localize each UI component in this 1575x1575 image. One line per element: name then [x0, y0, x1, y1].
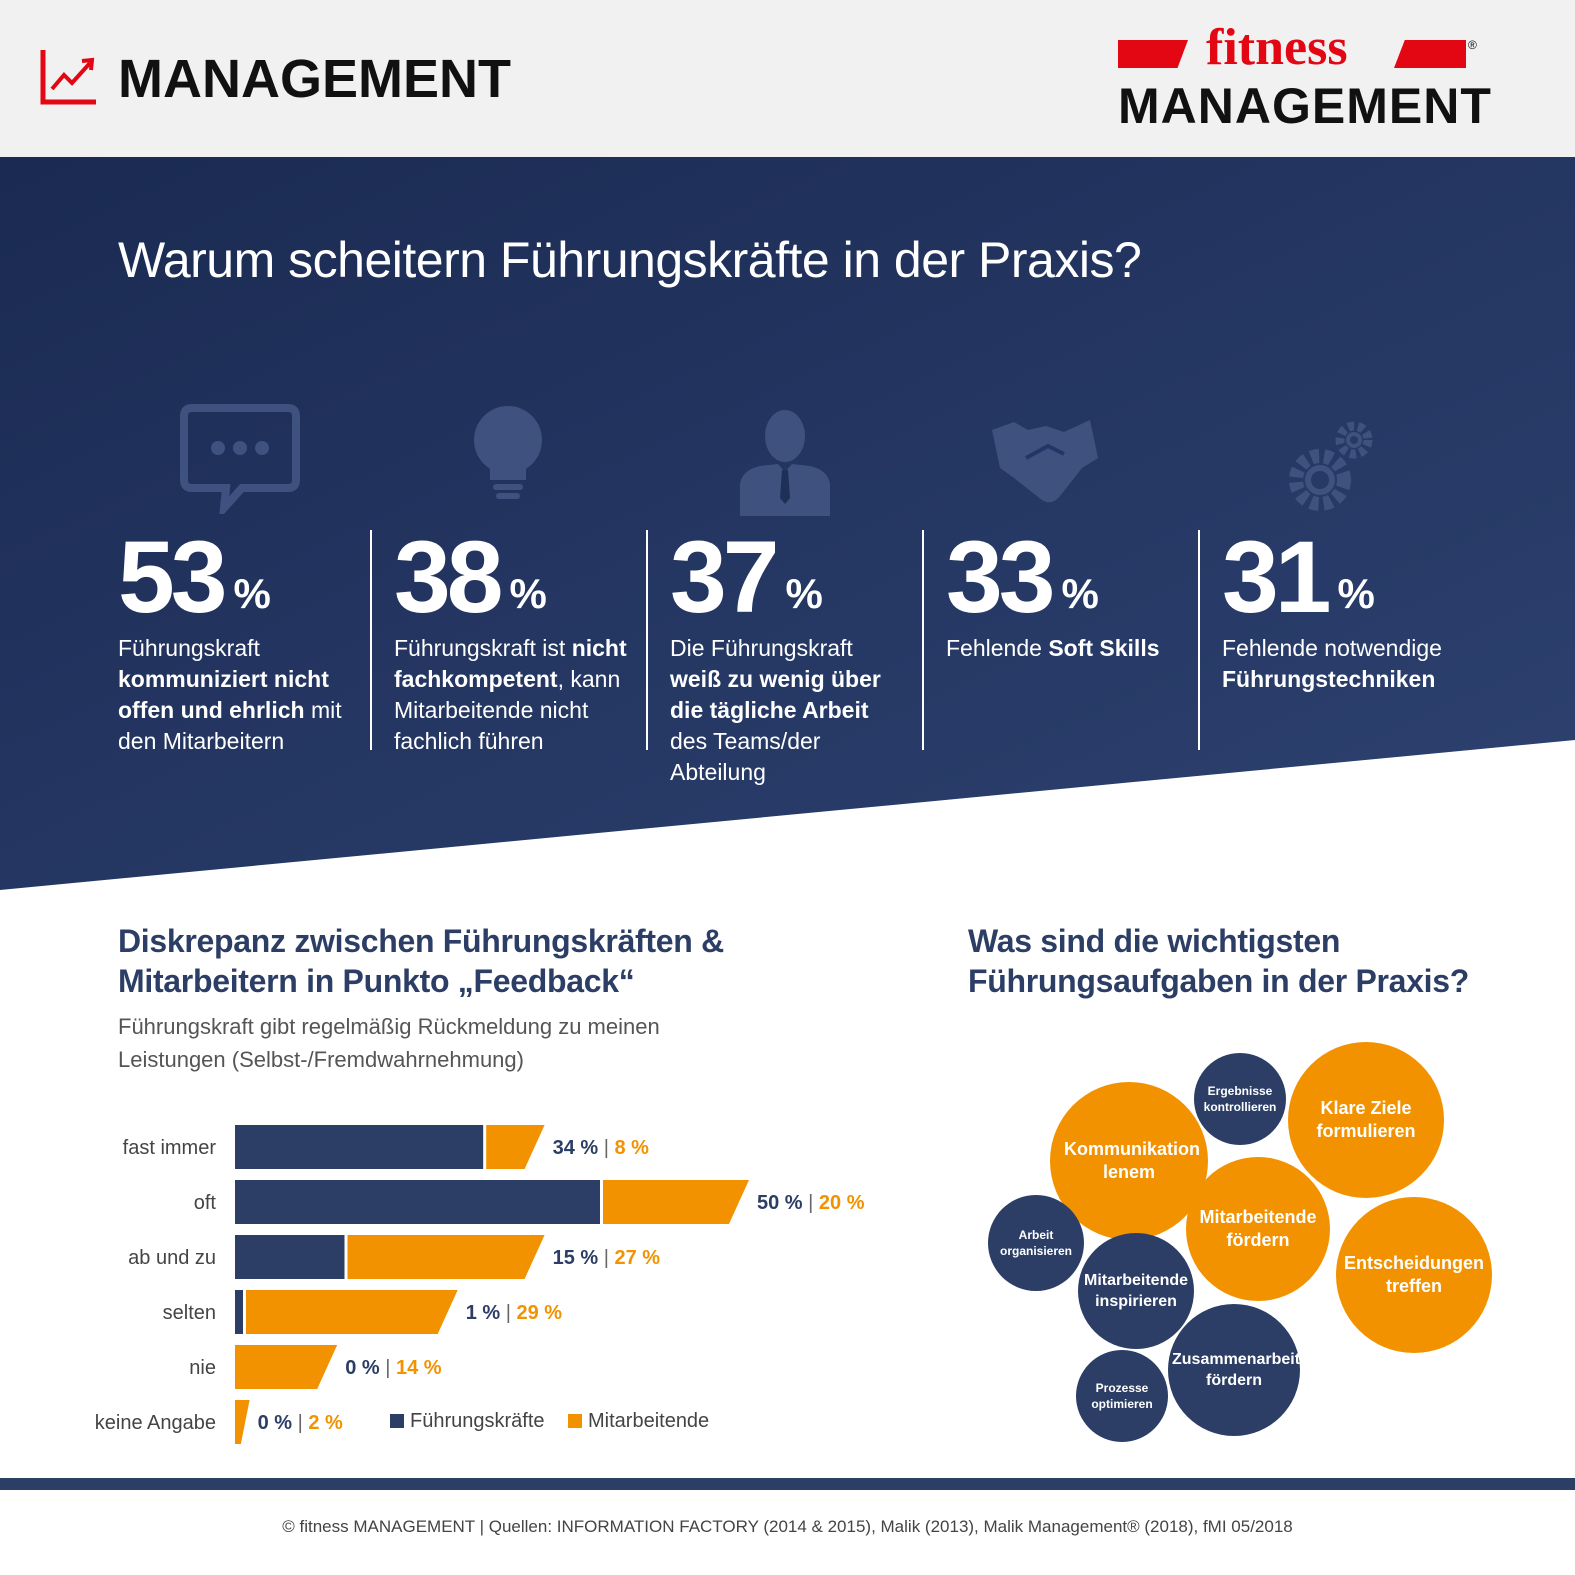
gears-icon — [1289, 421, 1373, 511]
speech-bubble-icon — [180, 404, 300, 514]
stat-value: 31 — [1222, 520, 1331, 634]
stat-divider — [370, 530, 372, 750]
hero-title: Warum scheitern Führungskräfte in der Pr… — [118, 232, 1142, 288]
bubble-prozesse-optimieren: Prozesse optimieren — [1076, 1350, 1168, 1442]
hero-section — [0, 157, 1575, 890]
trend-chart-icon — [40, 50, 96, 105]
bar-value-label: 50 % | 20 % — [757, 1192, 865, 1214]
stat-unit: % — [509, 570, 547, 617]
businessman-icon — [740, 410, 830, 516]
category-label: ab und zu — [128, 1247, 216, 1269]
category-label: keine Angabe — [95, 1412, 216, 1434]
bar-fuehrungskraefte — [235, 1125, 484, 1169]
category-label: fast immer — [123, 1137, 217, 1159]
bubble-label: Ergebnisse kontrollieren — [1203, 1084, 1277, 1114]
feedback-title-line2: Mitarbeitern in Punkto „Feedback“ — [118, 963, 635, 999]
bubble-mitarbeitende-foerdern: Mitarbeitende fördern — [1186, 1157, 1330, 1301]
logo-bar-left — [1118, 40, 1188, 68]
stat-divider — [922, 530, 924, 750]
handshake-icon — [992, 420, 1098, 503]
section-title: MANAGEMENT — [118, 49, 511, 109]
bubble-ergebnisse-kontrollieren: Ergebnisse kontrollieren — [1194, 1053, 1286, 1145]
legend-item-mitarbeitende: Mitarbeitende — [568, 1409, 709, 1433]
stat-2: 38% Führungskraft ist nicht fachkompeten… — [394, 525, 634, 757]
bubble-label: Zusammenarbeit fördern — [1172, 1351, 1301, 1389]
stat-value: 38 — [394, 520, 503, 634]
stat-3: 37% Die Führungskraft weiß zu wenig über… — [670, 525, 910, 788]
bar-value-label: 0 % | 14 % — [345, 1357, 442, 1379]
logo-fitness-text: fitness — [1206, 19, 1348, 76]
stat-value: 33 — [946, 520, 1055, 634]
bubble-zusammenarbeit: Zusammenarbeit fördern — [1168, 1304, 1300, 1436]
bar-fuehrungskraefte — [235, 1235, 345, 1279]
header-bar: MANAGEMENT fitness MANAGEMENT ® — [0, 0, 1575, 157]
category-label: oft — [194, 1192, 217, 1214]
legend-item-fuehrungskraefte: Führungskräfte — [390, 1409, 545, 1433]
stat-unit: % — [233, 570, 271, 617]
stat-description: Die Führungskraft weiß zu wenig über die… — [670, 635, 881, 785]
bar-value-label: 34 % | 8 % — [553, 1137, 650, 1159]
tasks-title-line2: Führungsaufgaben in der Praxis? — [968, 963, 1469, 999]
bar-fuehrungskraefte — [235, 1290, 243, 1334]
fitness-management-logo: fitness MANAGEMENT ® — [1118, 20, 1491, 136]
legend-label: Führungskräfte — [410, 1410, 545, 1432]
legend-label: Mitarbeitende — [588, 1410, 710, 1432]
bubble-label: Klare Ziele formulieren — [1316, 1098, 1416, 1141]
stat-description: Fehlende Soft Skills — [946, 635, 1160, 661]
feedback-title-line1: Diskrepanz zwischen Führungskräften & — [118, 923, 724, 959]
stat-description: Fehlende notwendige Führungstechniken — [1222, 635, 1442, 692]
bubble-label: Arbeit organisieren — [999, 1228, 1073, 1258]
stat-unit: % — [1337, 570, 1375, 617]
stat-divider — [1198, 530, 1200, 750]
feedback-subtitle: Führungskraft gibt regelmäßig Rückmeldun… — [118, 1014, 660, 1072]
category-label: selten — [163, 1302, 216, 1324]
bar-value-label: 15 % | 27 % — [553, 1247, 661, 1269]
bubble-label: Entscheidungen treffen — [1344, 1253, 1485, 1296]
feedback-bar-chart: fast immer 34 % | 8 % oft 50 % | 20 % ab und… — [95, 1125, 865, 1444]
bar-fuehrungskraefte — [235, 1180, 600, 1224]
legend-swatch-navy — [390, 1414, 404, 1428]
bubble-klare-ziele: Klare Ziele formulieren — [1288, 1042, 1444, 1198]
hero-background — [0, 157, 1575, 890]
logo-bar-right — [1394, 40, 1466, 68]
logo-management-text: MANAGEMENT — [1118, 78, 1492, 134]
bubble-label: Prozesse optimieren — [1091, 1381, 1153, 1411]
bar-mitarbeitende — [235, 1345, 338, 1389]
category-label: nie — [189, 1357, 216, 1379]
stat-unit: % — [1061, 570, 1099, 617]
stat-unit: % — [785, 570, 823, 617]
bar-mitarbeitende — [603, 1180, 749, 1224]
stat-value: 53 — [118, 520, 227, 634]
stat-description: Führungskraft kommuniziert nicht offen u… — [118, 635, 342, 754]
bubble-label: Mitarbeitende inspirieren — [1084, 1272, 1189, 1310]
tasks-title-line1: Was sind die wichtigsten — [968, 923, 1341, 959]
stat-1: 53% Führungskraft kommuniziert nicht off… — [118, 525, 358, 757]
stat-4: 33% Fehlende Soft Skills — [946, 525, 1186, 664]
legend-swatch-orange — [568, 1414, 582, 1428]
tasks-title: Was sind die wichtigsten Führungsaufgabe… — [968, 921, 1469, 1001]
stat-divider — [646, 530, 648, 750]
stat-value: 37 — [670, 520, 779, 634]
bar-value-label: 1 % | 29 % — [466, 1302, 563, 1324]
footer-divider — [0, 1478, 1575, 1490]
bubble-kommunikation: Kommunikation lenem — [1050, 1082, 1208, 1240]
logo-registered-mark: ® — [1468, 38, 1477, 52]
bar-mitarbeitende — [235, 1400, 250, 1444]
stat-5: 31% Fehlende notwendige Führungstechnike… — [1222, 525, 1462, 695]
bar-mitarbeitende — [347, 1235, 545, 1279]
bubble-label: Kommunikation lenem — [1064, 1139, 1201, 1182]
bar-mitarbeitende — [486, 1125, 545, 1169]
bar-value-label: 0 % | 2 % — [258, 1412, 343, 1434]
bubble-mitarbeitende-inspirieren: Mitarbeitende inspirieren — [1078, 1233, 1194, 1349]
bar-mitarbeitende — [246, 1290, 458, 1334]
feedback-title: Diskrepanz zwischen Führungskräften & Mi… — [118, 921, 724, 1001]
lightbulb-icon — [474, 406, 542, 499]
stat-description: Führungskraft ist nicht fachkompetent, k… — [394, 635, 627, 754]
bubble-entscheidungen: Entscheidungen treffen — [1336, 1197, 1492, 1353]
bubble-arbeit-organisieren: Arbeit organisieren — [988, 1195, 1084, 1291]
bubble-label: Mitarbeitende fördern — [1199, 1207, 1317, 1250]
footer-sources: © fitness MANAGEMENT | Quellen: INFORMAT… — [282, 1517, 1293, 1536]
